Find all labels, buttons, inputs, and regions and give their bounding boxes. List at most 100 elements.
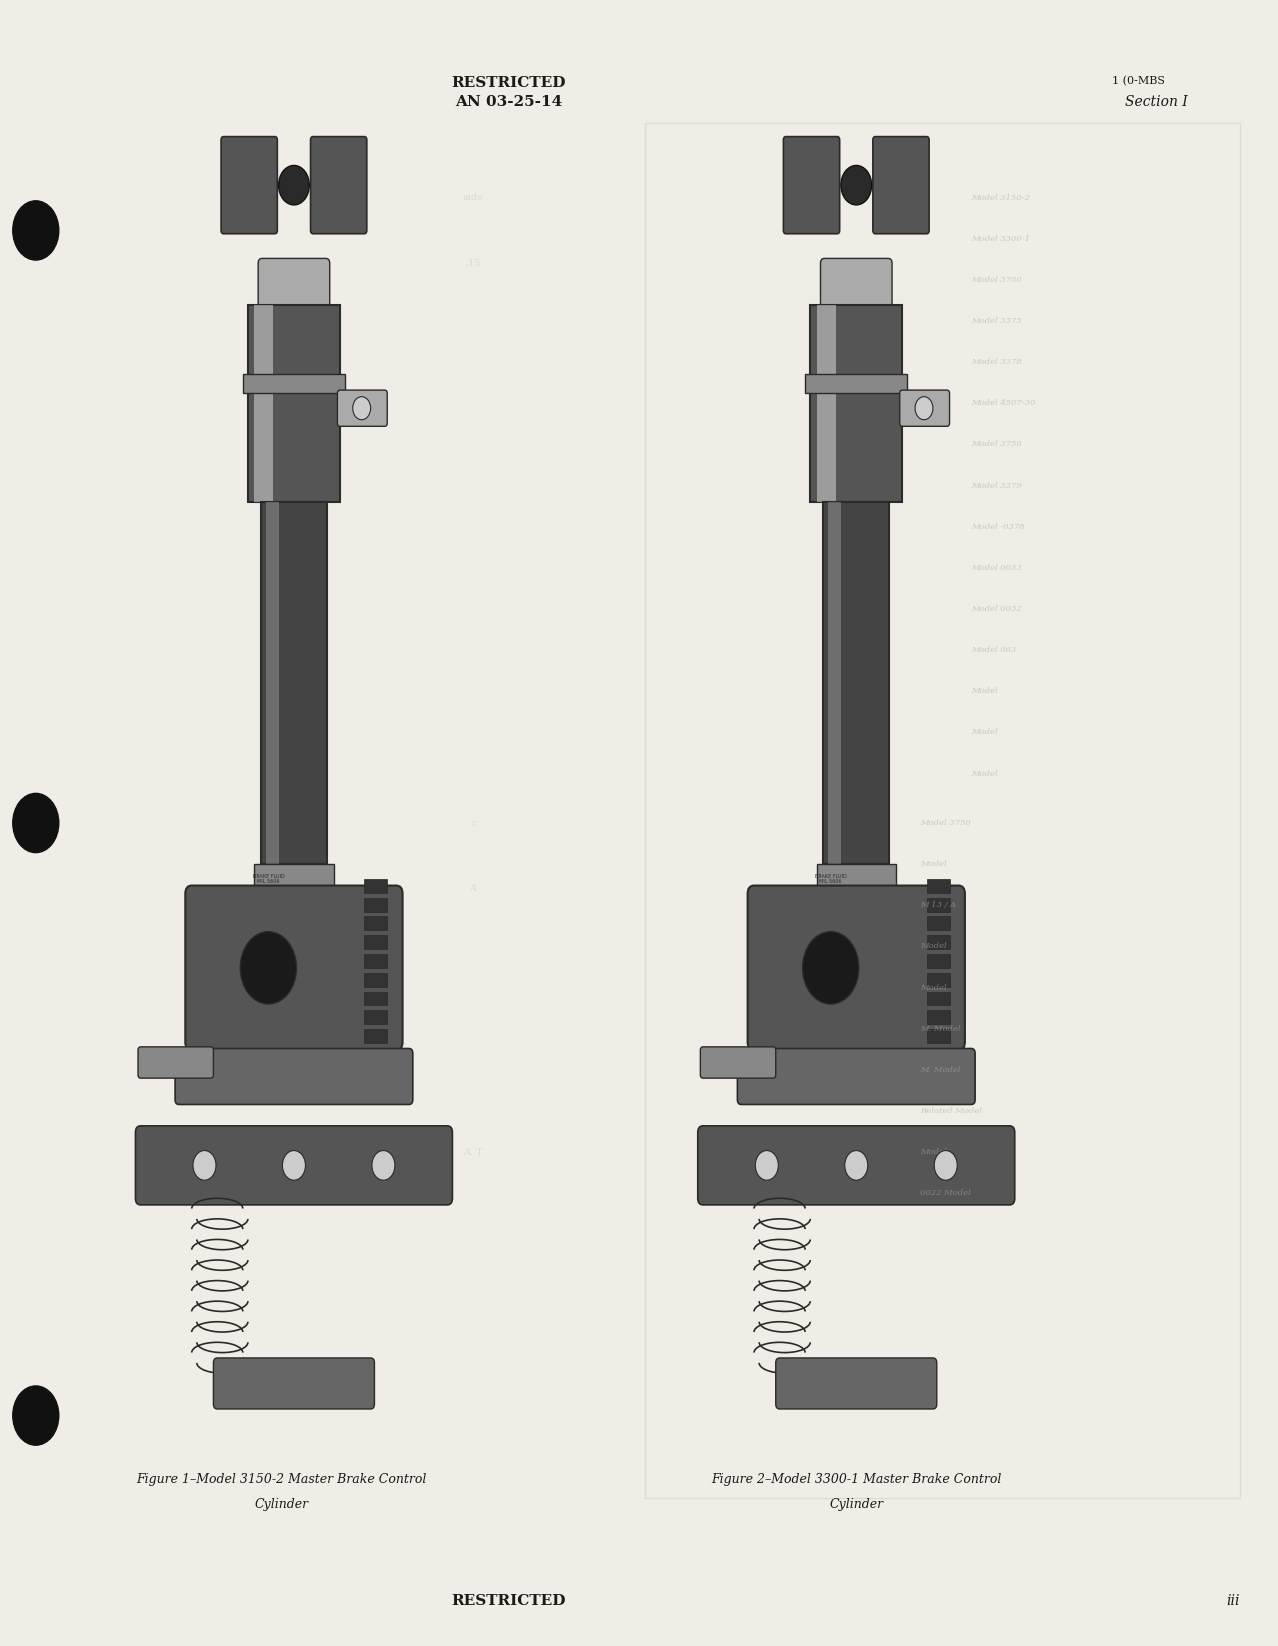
Text: Model 3378: Model 3378 <box>971 359 1022 365</box>
FancyBboxPatch shape <box>175 1049 413 1104</box>
Bar <box>364 1029 387 1044</box>
FancyBboxPatch shape <box>748 886 965 1050</box>
Text: Model 3300-1: Model 3300-1 <box>971 235 1030 242</box>
FancyBboxPatch shape <box>221 137 277 234</box>
Bar <box>243 374 345 393</box>
Bar <box>927 897 950 912</box>
FancyBboxPatch shape <box>135 1126 452 1205</box>
Bar <box>927 935 950 950</box>
Text: Figure 2–Model 3300-1 Master Brake Control: Figure 2–Model 3300-1 Master Brake Contr… <box>711 1473 1002 1486</box>
Circle shape <box>353 397 371 420</box>
Bar <box>254 864 334 894</box>
Circle shape <box>13 201 59 260</box>
FancyBboxPatch shape <box>900 390 950 426</box>
Bar <box>927 1049 950 1062</box>
Text: A. T: A. T <box>463 1147 483 1157</box>
Bar <box>364 991 387 1006</box>
Bar <box>364 879 387 892</box>
Text: Related Model: Related Model <box>920 1108 982 1114</box>
Text: Model: Model <box>920 861 947 867</box>
Text: aide: aide <box>463 193 483 202</box>
Bar <box>927 1029 950 1044</box>
Bar <box>261 502 327 864</box>
Text: c: c <box>470 818 475 828</box>
Text: Model 063: Model 063 <box>971 647 1017 653</box>
Text: Model: Model <box>920 984 947 991</box>
Text: Section I: Section I <box>1125 95 1187 110</box>
Bar <box>817 864 896 894</box>
Bar <box>927 955 950 968</box>
Text: .15: .15 <box>465 258 481 268</box>
FancyBboxPatch shape <box>258 258 330 309</box>
FancyBboxPatch shape <box>820 258 892 309</box>
Text: iii: iii <box>1226 1593 1240 1608</box>
Text: BRAKE FLUID
MIL 5606: BRAKE FLUID MIL 5606 <box>253 874 284 884</box>
Bar <box>364 917 387 930</box>
Text: AN 03-25-14: AN 03-25-14 <box>455 95 562 110</box>
Text: 0022 Model: 0022 Model <box>920 1190 971 1197</box>
Bar <box>364 973 387 986</box>
FancyBboxPatch shape <box>138 1047 213 1078</box>
Text: Model 3750: Model 3750 <box>971 441 1022 448</box>
Text: Model 3150-2: Model 3150-2 <box>971 194 1030 201</box>
Text: Cylinder: Cylinder <box>254 1498 308 1511</box>
Circle shape <box>755 1151 778 1180</box>
Circle shape <box>915 397 933 420</box>
Bar <box>805 374 907 393</box>
Bar <box>645 123 1240 1498</box>
Circle shape <box>13 1386 59 1445</box>
Bar <box>927 917 950 930</box>
Bar <box>823 502 889 864</box>
Bar <box>817 305 836 502</box>
Circle shape <box>841 166 872 206</box>
Bar <box>927 1011 950 1024</box>
FancyBboxPatch shape <box>783 137 840 234</box>
Text: M. Model: M. Model <box>920 1067 961 1073</box>
Text: Model: Model <box>920 1149 947 1155</box>
Text: RESTRICTED: RESTRICTED <box>451 1593 566 1608</box>
Bar <box>364 1049 387 1062</box>
Circle shape <box>372 1151 395 1180</box>
Text: RESTRICTED: RESTRICTED <box>451 76 566 91</box>
Text: Figure 1–Model 3150-2 Master Brake Control: Figure 1–Model 3150-2 Master Brake Contr… <box>135 1473 427 1486</box>
Text: Model: Model <box>920 943 947 950</box>
Bar <box>248 305 340 502</box>
Text: Model 3375: Model 3375 <box>971 318 1022 324</box>
FancyBboxPatch shape <box>776 1358 937 1409</box>
Text: Model 0033: Model 0033 <box>971 565 1022 571</box>
Text: Model -0378: Model -0378 <box>971 523 1025 530</box>
Text: Model 3750: Model 3750 <box>971 277 1022 283</box>
Text: BRAKE FLUID
MIL 5606: BRAKE FLUID MIL 5606 <box>815 874 846 884</box>
Text: Model 3379: Model 3379 <box>971 482 1022 489</box>
Bar <box>364 935 387 950</box>
FancyBboxPatch shape <box>700 1047 776 1078</box>
FancyBboxPatch shape <box>185 886 403 1050</box>
Text: M. Model: M. Model <box>920 1025 961 1032</box>
Text: Model 3750: Model 3750 <box>920 820 971 826</box>
Circle shape <box>282 1151 305 1180</box>
Circle shape <box>240 932 296 1004</box>
Bar <box>828 502 841 864</box>
FancyBboxPatch shape <box>873 137 929 234</box>
Bar <box>927 991 950 1006</box>
Circle shape <box>13 793 59 853</box>
Text: Cylinder: Cylinder <box>829 1498 883 1511</box>
Bar <box>927 973 950 986</box>
Text: 1 (0-MBS: 1 (0-MBS <box>1112 76 1164 86</box>
Text: Model: Model <box>971 688 998 695</box>
Text: A: A <box>469 884 477 894</box>
FancyBboxPatch shape <box>337 390 387 426</box>
Circle shape <box>279 166 309 206</box>
Text: Model 4507-30: Model 4507-30 <box>971 400 1035 407</box>
Bar <box>364 1011 387 1024</box>
FancyBboxPatch shape <box>213 1358 374 1409</box>
FancyBboxPatch shape <box>737 1049 975 1104</box>
Bar <box>810 305 902 502</box>
Text: Model: Model <box>971 770 998 777</box>
FancyBboxPatch shape <box>698 1126 1015 1205</box>
Circle shape <box>845 1151 868 1180</box>
Text: Model: Model <box>971 729 998 736</box>
Text: M 13 / A: M 13 / A <box>920 902 956 909</box>
FancyBboxPatch shape <box>311 137 367 234</box>
Bar <box>364 897 387 912</box>
